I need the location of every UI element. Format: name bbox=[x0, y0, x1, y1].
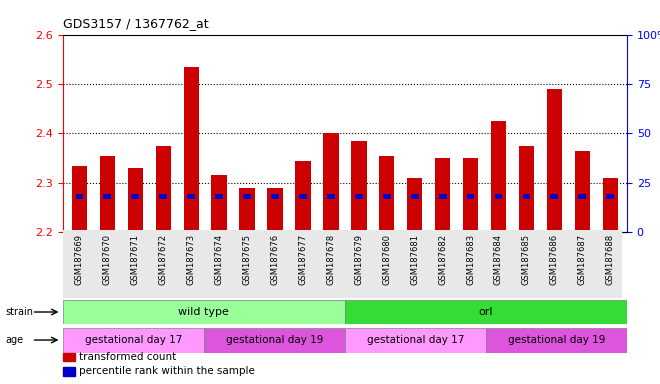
Bar bbox=[523, 194, 531, 199]
Bar bbox=[351, 141, 366, 232]
Text: GDS3157 / 1367762_at: GDS3157 / 1367762_at bbox=[63, 17, 209, 30]
Text: percentile rank within the sample: percentile rank within the sample bbox=[79, 366, 255, 376]
Text: GSM187683: GSM187683 bbox=[466, 234, 475, 285]
Bar bbox=[211, 175, 227, 232]
Bar bbox=[271, 194, 279, 199]
Text: GSM187681: GSM187681 bbox=[410, 234, 419, 285]
Text: GSM187685: GSM187685 bbox=[522, 234, 531, 285]
Bar bbox=[131, 194, 139, 199]
Bar bbox=[159, 194, 167, 199]
Bar bbox=[75, 194, 83, 199]
Text: strain: strain bbox=[5, 307, 33, 317]
Bar bbox=[267, 188, 282, 232]
Text: GSM187679: GSM187679 bbox=[354, 234, 363, 285]
Bar bbox=[550, 194, 558, 199]
Bar bbox=[463, 158, 478, 232]
Bar bbox=[575, 151, 590, 232]
Bar bbox=[435, 158, 450, 232]
Text: GSM187675: GSM187675 bbox=[243, 234, 251, 285]
Text: GSM187671: GSM187671 bbox=[131, 234, 140, 285]
Bar bbox=[240, 188, 255, 232]
Bar bbox=[578, 194, 586, 199]
Bar bbox=[156, 146, 171, 232]
Text: GSM187684: GSM187684 bbox=[494, 234, 503, 285]
Bar bbox=[491, 121, 506, 232]
Bar bbox=[519, 146, 534, 232]
Text: GSM187670: GSM187670 bbox=[103, 234, 112, 285]
Bar bbox=[494, 194, 502, 199]
Bar bbox=[467, 194, 475, 199]
Bar bbox=[215, 194, 223, 199]
Text: GSM187677: GSM187677 bbox=[298, 234, 308, 285]
Bar bbox=[379, 156, 395, 232]
Text: age: age bbox=[5, 335, 23, 345]
Bar bbox=[299, 194, 307, 199]
Text: gestational day 17: gestational day 17 bbox=[367, 335, 464, 345]
Text: GSM187687: GSM187687 bbox=[578, 234, 587, 285]
Text: orl: orl bbox=[478, 307, 493, 317]
Text: GSM187688: GSM187688 bbox=[606, 234, 614, 285]
Bar bbox=[327, 194, 335, 199]
Text: GSM187682: GSM187682 bbox=[438, 234, 447, 285]
Bar bbox=[323, 134, 339, 232]
Bar bbox=[411, 194, 418, 199]
Bar bbox=[345, 328, 486, 353]
Bar bbox=[104, 194, 112, 199]
Bar bbox=[383, 194, 391, 199]
Bar bbox=[407, 178, 422, 232]
Bar bbox=[72, 166, 87, 232]
Text: gestational day 19: gestational day 19 bbox=[226, 335, 323, 345]
Bar bbox=[295, 161, 311, 232]
Text: GSM187674: GSM187674 bbox=[214, 234, 224, 285]
Bar bbox=[100, 156, 115, 232]
Text: gestational day 19: gestational day 19 bbox=[508, 335, 605, 345]
Bar bbox=[127, 168, 143, 232]
Bar bbox=[355, 194, 363, 199]
Text: GSM187680: GSM187680 bbox=[382, 234, 391, 285]
Bar bbox=[187, 194, 195, 199]
Bar bbox=[603, 178, 618, 232]
Text: GSM187686: GSM187686 bbox=[550, 234, 559, 285]
Bar bbox=[63, 328, 204, 353]
Bar bbox=[439, 194, 447, 199]
Text: GSM187678: GSM187678 bbox=[327, 234, 335, 285]
Bar bbox=[546, 89, 562, 232]
Bar bbox=[243, 194, 251, 199]
Text: GSM187672: GSM187672 bbox=[159, 234, 168, 285]
Text: wild type: wild type bbox=[178, 307, 229, 317]
Text: GSM187669: GSM187669 bbox=[75, 234, 84, 285]
Bar bbox=[345, 300, 627, 324]
Bar bbox=[486, 328, 627, 353]
Text: GSM187676: GSM187676 bbox=[271, 234, 280, 285]
Bar bbox=[204, 328, 345, 353]
Bar bbox=[607, 194, 614, 199]
Bar bbox=[63, 300, 345, 324]
Bar bbox=[183, 67, 199, 232]
Text: GSM187673: GSM187673 bbox=[187, 234, 196, 285]
Text: gestational day 17: gestational day 17 bbox=[84, 335, 182, 345]
Text: transformed count: transformed count bbox=[79, 352, 176, 362]
